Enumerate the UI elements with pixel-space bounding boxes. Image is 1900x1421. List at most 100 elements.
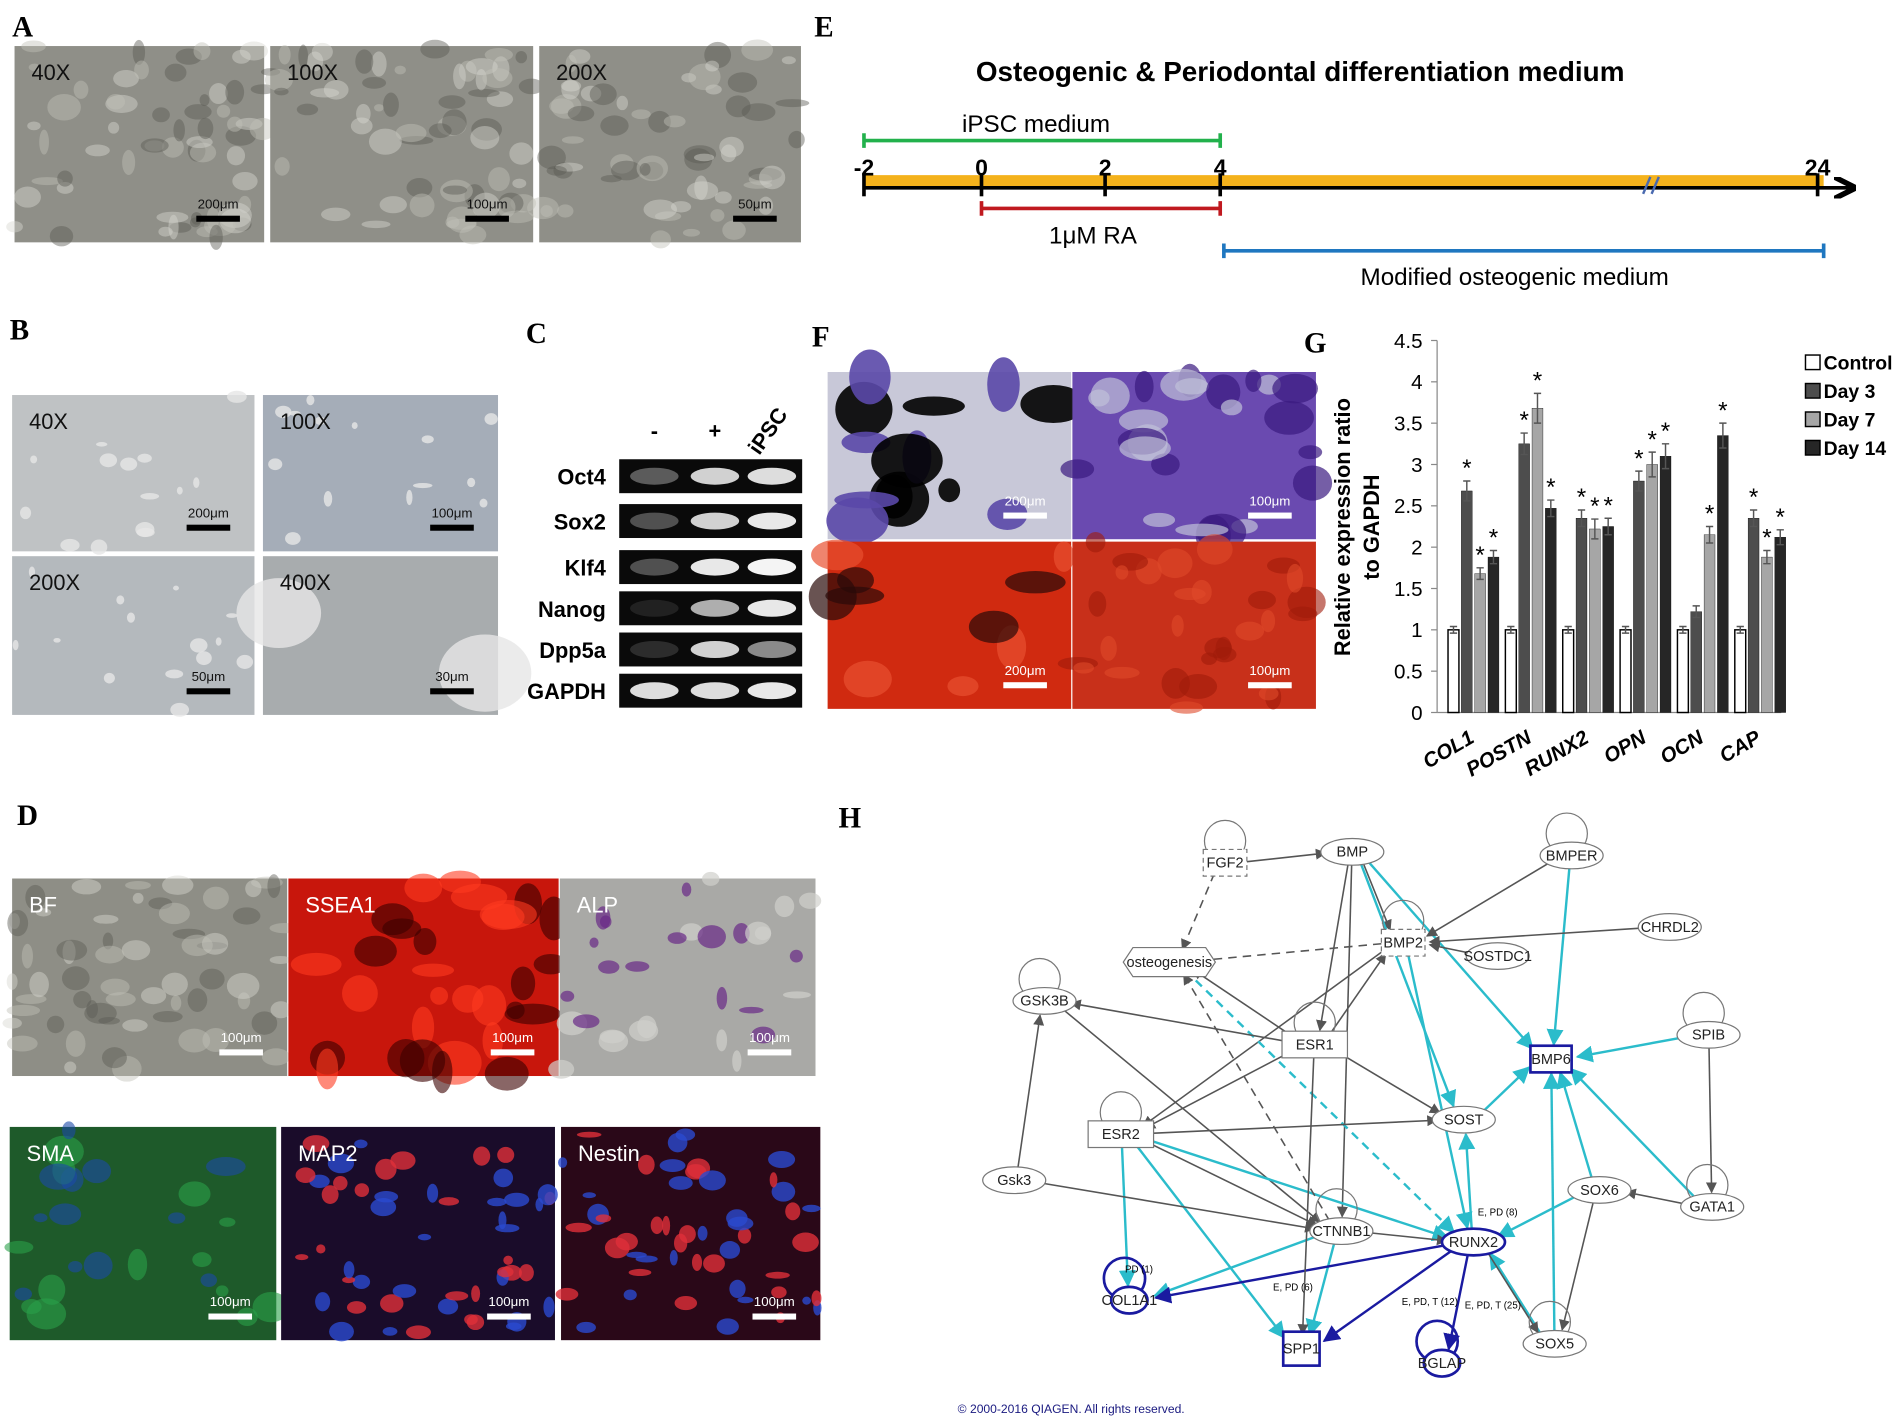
photo-texture (82, 1159, 112, 1184)
photo-texture (589, 83, 617, 106)
photo-texture (362, 76, 387, 89)
photo-texture (459, 225, 487, 245)
network-edge (1575, 1035, 1688, 1063)
photo-texture (719, 1241, 741, 1259)
photo-texture (215, 637, 222, 646)
network-edge (1184, 969, 1456, 1234)
photo-texture (413, 927, 437, 956)
network-node (1109, 1285, 1149, 1315)
network-edge (1569, 1067, 1697, 1200)
photo-texture (595, 1214, 612, 1223)
photo-texture (705, 60, 720, 72)
photo-texture (654, 211, 682, 222)
photo-texture (1292, 465, 1333, 501)
photo-texture (1169, 701, 1203, 714)
photo-texture (196, 226, 218, 238)
photo-texture (412, 963, 455, 977)
photo-texture (86, 1000, 98, 1019)
network-node (1539, 841, 1604, 870)
photo-texture (771, 1286, 787, 1299)
photo-texture (4, 1240, 34, 1254)
photo: SSEA1 100μm (288, 870, 569, 1094)
network-node (1122, 946, 1217, 978)
edge-label: E, PD (6) (1273, 1282, 1313, 1293)
photo-texture (205, 1157, 246, 1176)
scale-label: 100μm (467, 196, 508, 211)
photo-texture (782, 991, 811, 999)
photo-texture (35, 908, 52, 917)
photo-caption: SSEA1 (305, 892, 375, 917)
significance-mark: * (1749, 484, 1759, 511)
photo-texture (108, 121, 120, 134)
photo-texture (116, 595, 125, 605)
scale-bar (196, 215, 240, 222)
photo-texture (411, 1006, 435, 1049)
photo-texture (361, 220, 391, 229)
scale-label: 100μm (210, 1294, 251, 1309)
photo-texture (792, 1232, 819, 1253)
photo-texture (43, 1135, 84, 1168)
y-tick-label: 1.5 (1394, 578, 1423, 601)
photo-texture (49, 1203, 82, 1226)
photo-texture (356, 103, 371, 124)
photo-texture (278, 45, 291, 65)
photo-texture (290, 952, 342, 976)
gel-band (747, 558, 797, 576)
error-bar (1749, 509, 1758, 528)
photo-texture (202, 886, 229, 910)
scale-label: 200μm (1005, 663, 1046, 678)
error-bar (1507, 625, 1515, 634)
photo-texture (465, 58, 498, 76)
legend-label: Day 14 (1824, 438, 1887, 460)
network-edge (1328, 952, 1387, 1036)
photo-texture (103, 672, 115, 684)
node-label: SPIB (1692, 1028, 1725, 1044)
photo-texture (497, 1266, 514, 1278)
photo-caption: MAP2 (298, 1141, 357, 1166)
photo-texture (27, 121, 41, 131)
gene-label: Oct4 (557, 465, 605, 490)
photo-texture (352, 1274, 371, 1290)
photo-texture (748, 173, 773, 186)
y-tick-label: 4.5 (1394, 330, 1423, 353)
photo-texture (296, 103, 319, 116)
photo: 100μm (1057, 531, 1326, 714)
photo-texture (102, 932, 114, 950)
photo-texture (484, 48, 513, 62)
photo-texture (134, 60, 149, 80)
photo-texture (417, 1233, 432, 1241)
photo-texture (90, 539, 108, 555)
photo: Nestin 100μm (555, 1126, 822, 1341)
photo-texture (1088, 591, 1107, 617)
photo-texture (641, 161, 664, 180)
photo-texture (737, 1296, 754, 1304)
network-edge (1140, 1138, 1318, 1226)
gel-band (747, 641, 797, 658)
photo-texture (209, 83, 228, 105)
scale-bar (752, 1313, 797, 1320)
photo-texture (468, 88, 500, 98)
photo-texture (725, 95, 751, 118)
gel-band (630, 682, 679, 700)
photo-caption: 400X (280, 570, 331, 595)
bar (1575, 518, 1588, 713)
node-label: CTNNB1 (1312, 1224, 1370, 1240)
photo-texture (479, 498, 488, 508)
network-edge (1363, 1231, 1448, 1246)
gel-band (690, 467, 740, 485)
photo-texture (227, 390, 247, 403)
photo-texture (1298, 445, 1323, 460)
photo-texture (176, 486, 183, 495)
photo-texture (716, 1029, 728, 1052)
panel-label: A (12, 11, 33, 43)
error-bar (1635, 470, 1643, 492)
photo-texture (178, 1181, 211, 1207)
scale-label: 100μm (431, 505, 472, 520)
photo-texture (354, 1183, 370, 1198)
node-label: RUNX2 (1449, 1235, 1498, 1251)
photo-texture (132, 892, 144, 904)
network-edge (1624, 1188, 1691, 1206)
photo-texture (95, 442, 108, 447)
photo-caption: SMA (27, 1141, 75, 1166)
gel-band (690, 599, 740, 617)
